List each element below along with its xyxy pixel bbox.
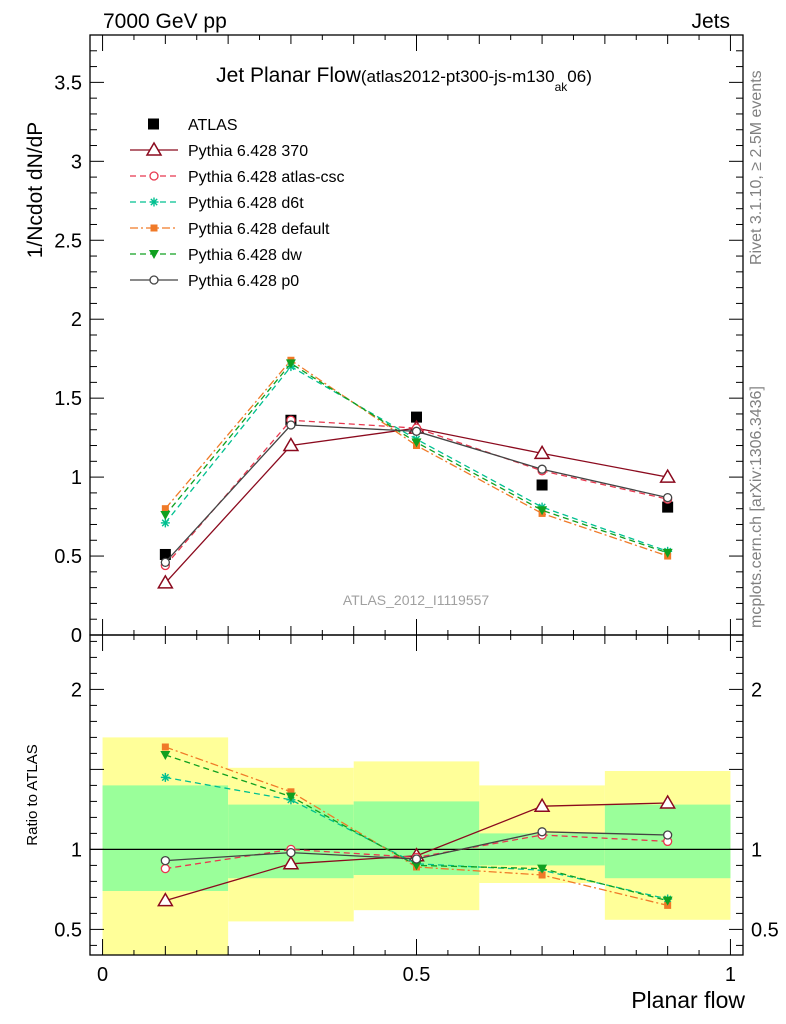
- legend-marker-pythia-6-428-p0: [149, 275, 159, 285]
- y-tick-label-right: 0.5: [751, 919, 779, 941]
- legend-label-pythia-6-428-atlas-csc: Pythia 6.428 atlas-csc: [188, 169, 345, 186]
- x-tick-label: 0.5: [403, 964, 431, 986]
- data-point-pythia-6-428-dw: [285, 359, 296, 369]
- data-point-pythia-6-428-p0: [537, 464, 547, 474]
- legend-marker-pythia-6-428-d6t: [149, 197, 159, 207]
- y-tick-label-right: 1: [751, 839, 762, 861]
- legend-marker-pythia-6-428-atlas-csc: [149, 171, 159, 181]
- series-line-pythia-6-428-d6t: [165, 776, 668, 900]
- header-left: 7000 GeV pp: [103, 10, 227, 33]
- y-tick-label: 2: [71, 679, 82, 701]
- y-tick-label: 1: [71, 839, 82, 861]
- legend-marker-pythia-6-428-default: [150, 224, 158, 232]
- data-point-pythia-6-428-dw: [411, 861, 422, 871]
- y-tick-label: 2: [71, 309, 82, 331]
- legend-marker-pythia-6-428-dw: [149, 250, 159, 259]
- header-right: Jets: [691, 10, 730, 33]
- data-point-pythia-6-428-d6t-stroke: [161, 773, 170, 782]
- y-tick-label: 1.5: [54, 388, 82, 410]
- y-tick-label: 2.5: [54, 230, 82, 252]
- data-point-pythia-6-428-default: [161, 743, 169, 751]
- y-tick-label: 3: [71, 151, 82, 173]
- data-point-pythia-6-428-dw: [160, 751, 171, 760]
- data-point-pythia-6-428-370: [533, 444, 551, 460]
- data-point-pythia-6-428-dw: [662, 548, 673, 558]
- data-point-pythia-6-428-p0: [537, 827, 547, 837]
- data-point-pythia-6-428-p0: [160, 855, 170, 866]
- data-point-pythia-6-428-p0: [663, 830, 673, 840]
- main-title-sub: ak: [555, 80, 569, 94]
- series-line-pythia-6-428-default: [164, 359, 668, 557]
- data-point-pythia-6-428-370: [533, 797, 551, 812]
- data-point-pythia-6-428-d6t: [160, 772, 170, 782]
- legend-marker-pythia-6-428-370: [145, 141, 163, 156]
- x-tick-label: 0: [97, 964, 108, 986]
- data-point-atlas: [411, 411, 422, 423]
- legend-label-pythia-6-428-default: Pythia 6.428 default: [188, 221, 330, 238]
- legend-label-pythia-6-428-370: Pythia 6.428 370: [188, 143, 308, 160]
- data-point-pythia-6-428-370: [157, 574, 174, 589]
- data-point-pythia-6-428-370: [282, 855, 300, 870]
- main-plot: 0 0.5 1 1.5 2 2.5 3 3.5: [54, 34, 744, 647]
- y-tick-label: 0.5: [54, 546, 82, 568]
- y-tick-label: 3.5: [54, 72, 82, 94]
- legend-label-pythia-6-428-dw: Pythia 6.428 dw: [188, 247, 302, 264]
- data-point-pythia-6-428-d6t-stroke: [161, 519, 170, 527]
- data-point-pythia-6-428-dw: [537, 864, 548, 874]
- x-tick-label: 1: [725, 964, 736, 986]
- data-point-pythia-6-428-p0: [663, 492, 673, 503]
- analysis-watermark: ATLAS_2012_I1119557: [343, 592, 490, 608]
- data-point-pythia-6-428-p0: [160, 557, 170, 568]
- main-title-end: 06): [567, 67, 592, 86]
- data-point-atlas: [662, 501, 674, 513]
- legend-marker-pythia-6-428-d6t-stroke: [150, 198, 158, 206]
- main-title-text: Jet Planar Flow: [216, 64, 362, 87]
- data-point-pythia-6-428-p0: [411, 426, 422, 436]
- xlabel: Planar flow: [631, 987, 745, 1013]
- data-point-pythia-6-428-p0: [286, 420, 296, 430]
- y-tick-label: 0.5: [54, 919, 82, 941]
- data-point-pythia-6-428-dw: [285, 792, 296, 802]
- data-point-pythia-6-428-dw: [411, 438, 422, 448]
- series-line-pythia-6-428-d6t: [164, 365, 668, 552]
- data-point-pythia-6-428-370: [659, 794, 676, 809]
- data-point-atlas: [159, 548, 171, 560]
- legend-label-atlas: ATLAS: [188, 117, 238, 134]
- main-title-suffix: (atlas2012-pt300-js-m130: [361, 67, 555, 86]
- main-title: Jet Planar Flow(atlas2012-pt300-js-m130a…: [216, 64, 592, 94]
- ratio-ylabel: Ratio to ATLAS: [24, 744, 41, 845]
- series-line-pythia-6-428-atlas-csc: [164, 419, 668, 566]
- y-tick-label-right: 2: [751, 679, 762, 701]
- data-point-pythia-6-428-dw: [662, 896, 673, 906]
- data-point-pythia-6-428-dw: [537, 506, 548, 516]
- data-point-pythia-6-428-370: [157, 892, 174, 907]
- data-point-pythia-6-428-default: [538, 871, 546, 879]
- main-ylabel: 1/Ncdot dN/dP: [24, 122, 47, 259]
- data-point-pythia-6-428-370: [659, 468, 676, 483]
- data-point-pythia-6-428-default: [287, 788, 295, 796]
- data-point-pythia-6-428-atlas-csc: [160, 863, 170, 874]
- y-tick-label: 1: [71, 467, 82, 489]
- legend-label-pythia-6-428-d6t: Pythia 6.428 d6t: [188, 195, 304, 212]
- ratio-plot: 0.5 0.5 1 1 2 2 0 0.5 1: [54, 634, 779, 986]
- y-tick-label: 0: [71, 625, 82, 647]
- legend: ATLAS Pythia 6.428 370 Pythia 6.428 atlas-…: [130, 117, 345, 290]
- data-point-pythia-6-428-370: [282, 437, 300, 452]
- mcplots-label: mcplots.cern.ch [arXiv:1306.3436]: [748, 386, 765, 628]
- uncertainty-band-inner: [102, 785, 229, 891]
- data-point-pythia-6-428-default: [161, 505, 169, 513]
- legend-label-pythia-6-428-p0: Pythia 6.428 p0: [188, 273, 299, 290]
- data-point-pythia-6-428-dw: [160, 511, 171, 520]
- data-point-pythia-6-428-p0: [286, 847, 296, 858]
- data-point-pythia-6-428-p0: [411, 854, 422, 864]
- legend-marker-atlas: [148, 118, 159, 130]
- series-line-pythia-6-428-370: [164, 427, 668, 584]
- data-point-atlas: [536, 479, 548, 491]
- rivet-label: Rivet 3.1.10, ≥ 2.5M events: [748, 70, 765, 265]
